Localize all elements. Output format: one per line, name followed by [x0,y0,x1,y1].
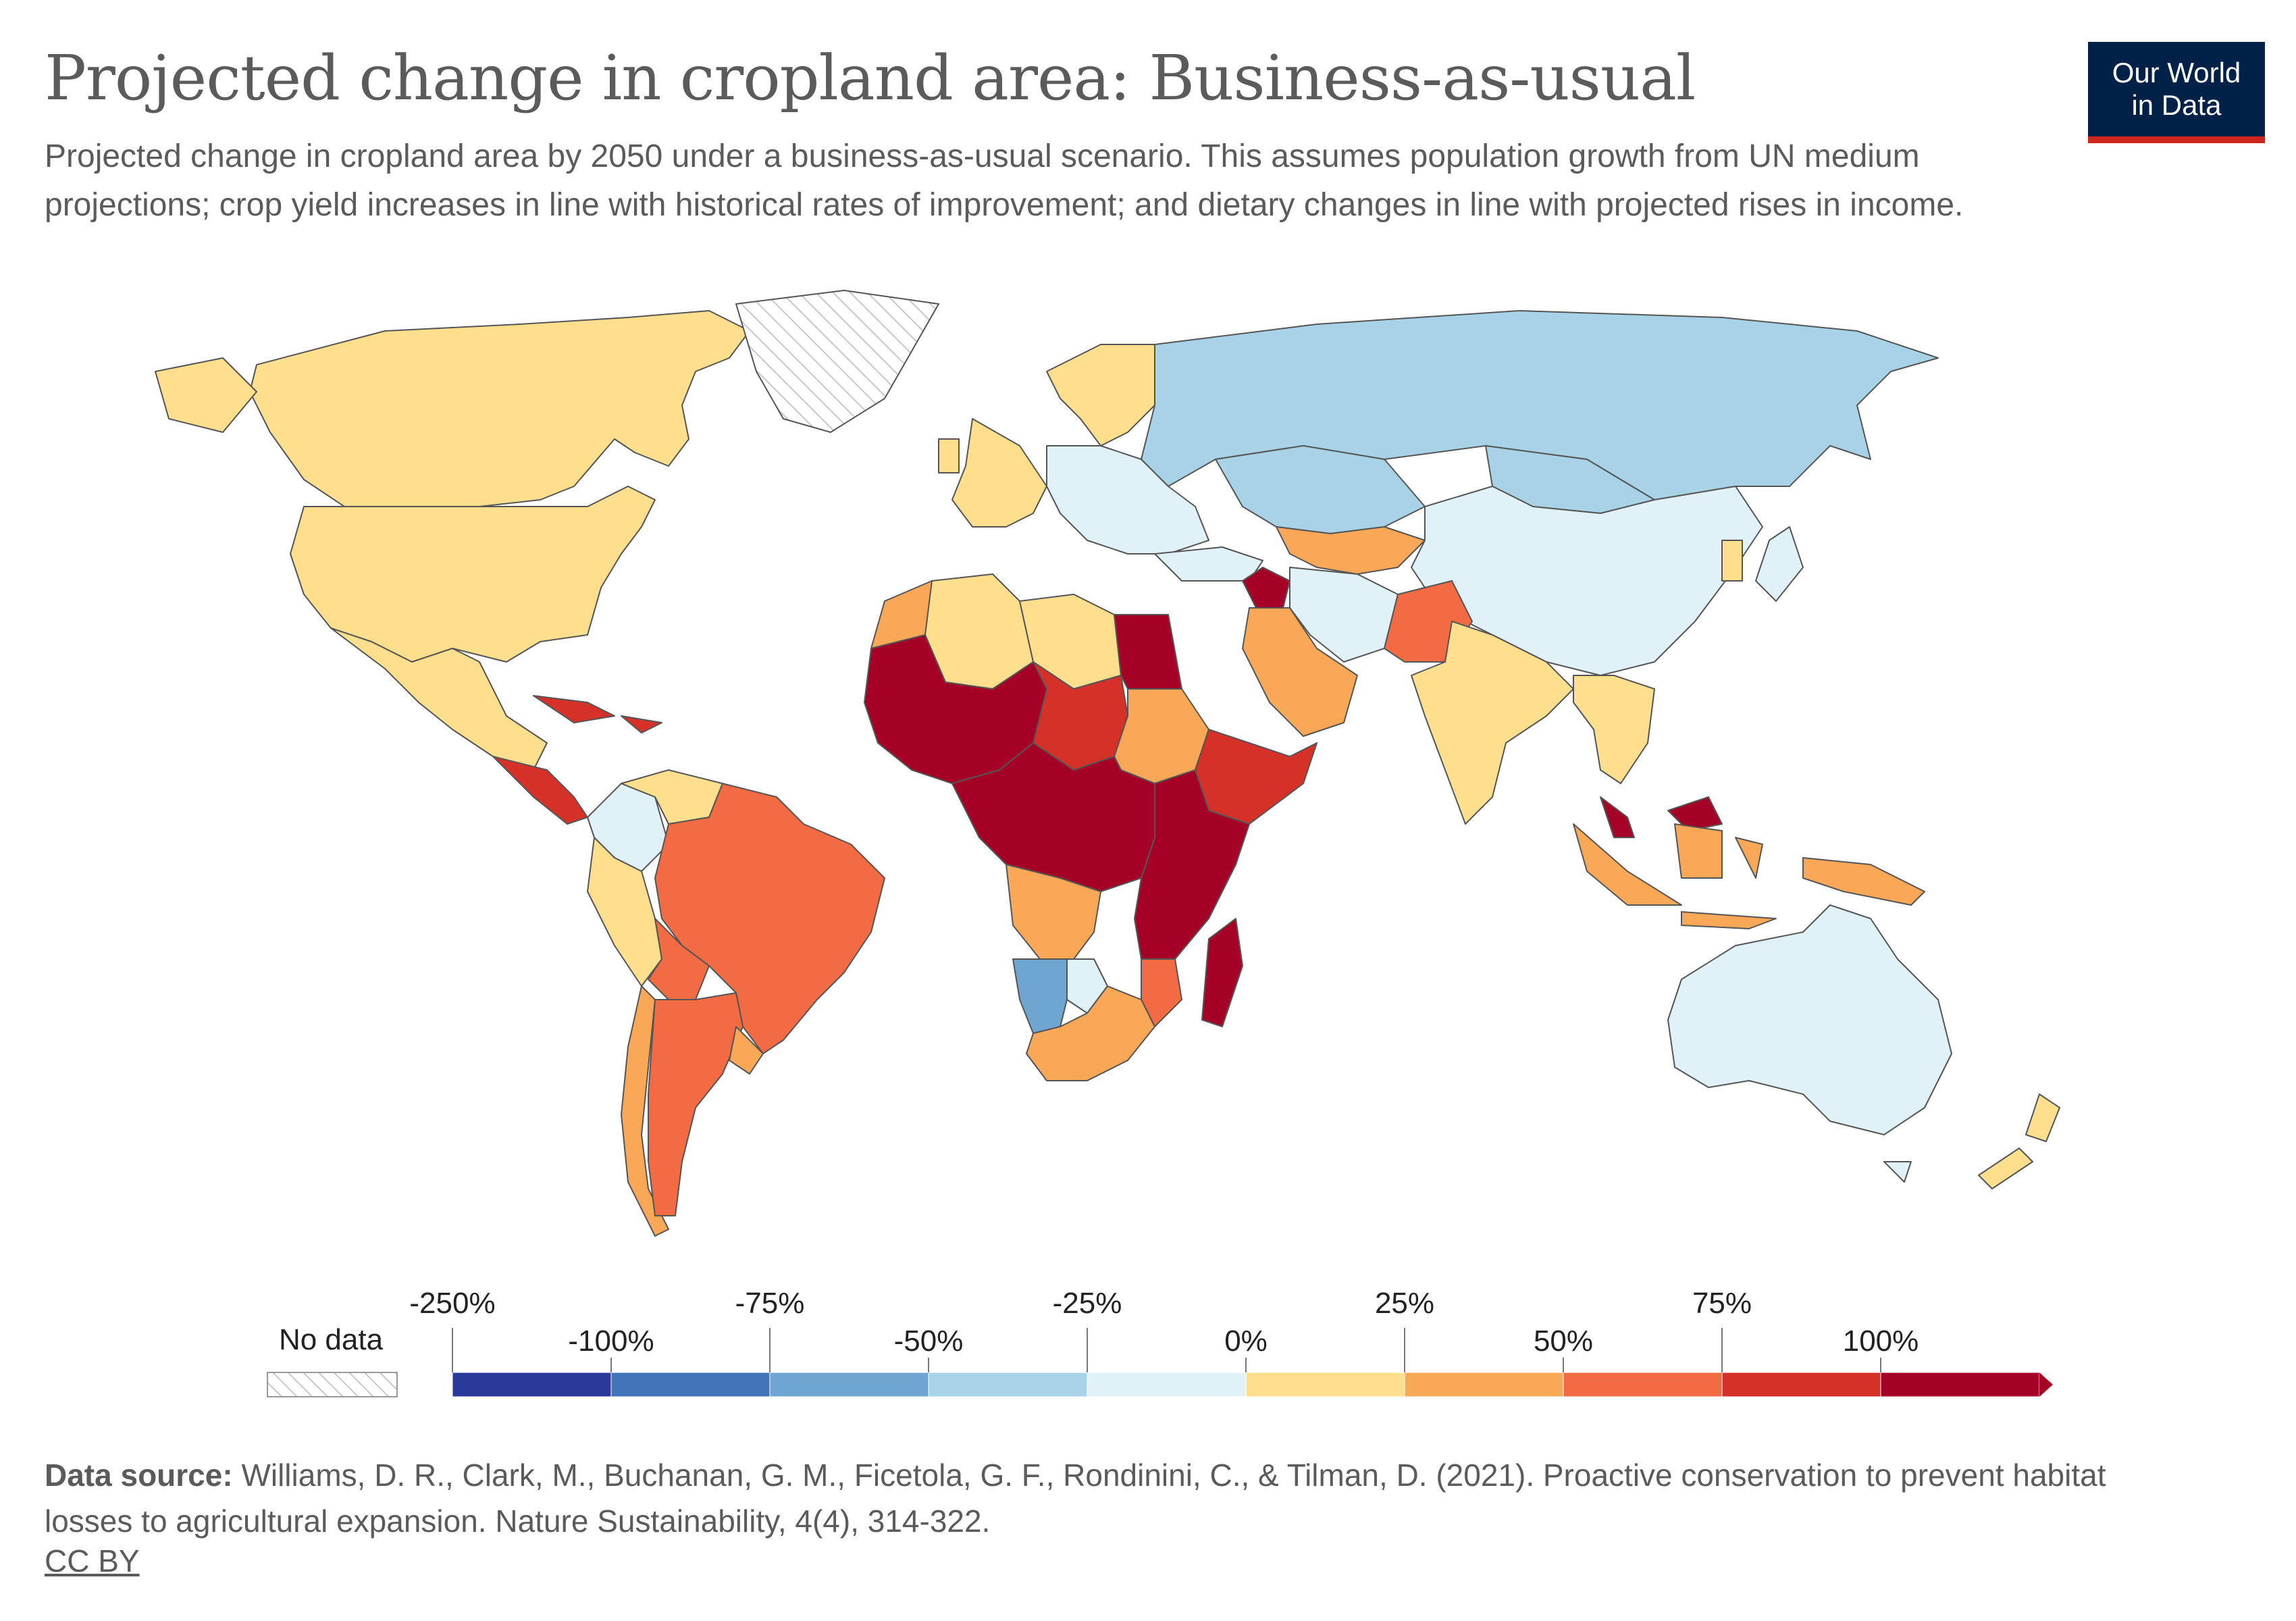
region-india[interactable] [1411,621,1574,825]
region-canada[interactable] [249,310,750,507]
region-chile[interactable] [621,985,669,1237]
legend-tick-label-lower-4: 100% [1843,1324,1919,1358]
region-namibia[interactable] [1012,958,1074,1034]
legend-bin-3 [928,1372,1088,1397]
region-central-asia[interactable] [1276,526,1426,575]
chart-subtitle: Projected change in cropland area by 205… [45,138,1964,223]
region-united-states[interactable] [155,357,656,663]
region-southeast-asia[interactable] [1573,675,1655,784]
legend-arrow-tip [2039,1372,2053,1397]
region-papua-new-guinea[interactable] [1802,857,1925,906]
chart-title: Projected change in cropland area: Busin… [45,42,1696,114]
region-south-africa[interactable] [1026,985,1155,1081]
legend-no-data-label: No data [279,1323,384,1356]
legend-bin-2 [769,1372,929,1397]
world-map [155,290,2060,1237]
legend-tick-label-upper-1: -75% [735,1287,805,1320]
region-greenland[interactable] [735,290,939,433]
region-sudan[interactable] [1114,688,1209,784]
region-caribbean[interactable] [533,695,662,734]
region-uruguay[interactable] [729,1026,764,1075]
legend-bin-9 [1880,1372,2040,1397]
region-madagascar[interactable] [1201,918,1243,1027]
region-japan[interactable] [1755,526,1804,602]
owid-logo[interactable]: Our World in Data [2088,42,2265,143]
region-australia[interactable] [1667,904,1952,1183]
data-source-text: Williams, D. R., Clark, M., Buchanan, G.… [45,1458,2106,1539]
region-saudi-arabia[interactable] [1242,607,1358,737]
legend-tick-label-lower-2: 0% [1224,1324,1268,1358]
region-scandinavia[interactable] [1046,344,1155,446]
legend-bin-8 [1721,1372,1881,1397]
legend-bin-0 [452,1372,612,1397]
region-turkey[interactable] [1154,546,1263,582]
legend-tick-label-upper-3: 25% [1375,1287,1434,1320]
data-source: Data source: Williams, D. R., Clark, M.,… [45,1452,2138,1544]
region-mexico[interactable] [330,627,548,771]
region-egypt[interactable] [1114,614,1182,690]
legend-tick-label-upper-0: -250% [409,1287,495,1320]
license-link[interactable]: CC BY [45,1543,140,1578]
legend-tick-label-upper-2: -25% [1053,1287,1122,1320]
logo-line-2: in Data [2131,89,2222,121]
data-source-label: Data source: [45,1458,233,1493]
region-new-zealand[interactable] [1978,1093,2060,1189]
region-korea[interactable] [1721,540,1743,582]
region-indonesia[interactable] [1573,823,1777,929]
legend-tick-label-lower-3: 50% [1534,1324,1593,1358]
legend-tick-label-lower-0: -100% [568,1324,654,1358]
legend-no-data-swatch [267,1372,398,1397]
region-ethiopia[interactable] [1195,729,1317,825]
region-kazakhstan[interactable] [1215,445,1426,534]
legend-tick-label-lower-1: -50% [894,1324,964,1358]
legend-bin-5 [1245,1372,1405,1397]
region-russia[interactable] [1141,310,1939,500]
region-angola[interactable] [1006,864,1101,960]
legend-bin-6 [1404,1372,1564,1397]
legend-bin-1 [610,1372,771,1397]
region-western-europe[interactable] [938,418,1047,528]
legend-tick-label-upper-4: 75% [1692,1287,1752,1320]
region-mozambique[interactable] [1141,958,1182,1027]
legend-bin-7 [1563,1372,1723,1397]
region-central-america[interactable] [492,756,588,825]
region-levant[interactable] [1242,567,1290,609]
region-europe[interactable] [1046,445,1209,555]
region-east-africa[interactable] [1134,769,1250,960]
region-argentina[interactable] [648,992,743,1216]
logo-line-1: Our World [2112,57,2241,88]
legend-bin-4 [1087,1372,1247,1397]
